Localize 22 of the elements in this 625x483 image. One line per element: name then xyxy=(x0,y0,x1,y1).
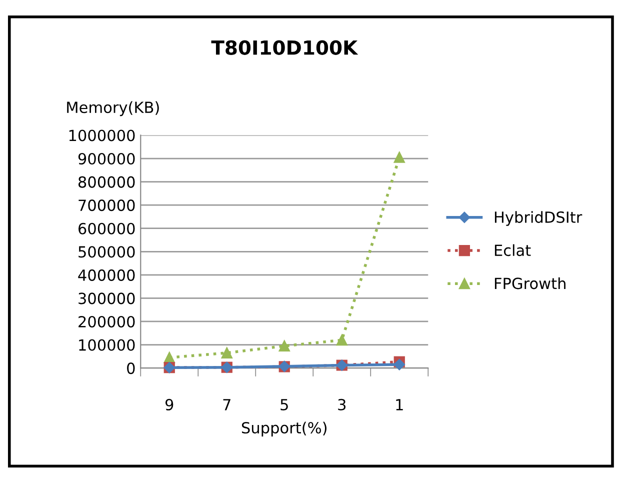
x-tick-label: 5 xyxy=(280,399,288,410)
x-axis-title: Support(%) xyxy=(242,422,326,437)
y-tick-label: 100000 xyxy=(79,339,135,351)
y-tick-label: 900000 xyxy=(78,152,135,165)
y-tick-label: 1000000 xyxy=(69,130,135,142)
y-tick-label: 300000 xyxy=(78,292,135,304)
y-tick-label: 800000 xyxy=(78,176,135,188)
legend-label: Eclat xyxy=(494,244,531,256)
y-axis-title: Memory(KB) xyxy=(67,101,159,116)
x-tick-label: 7 xyxy=(223,399,230,410)
y-tick-label: 700000 xyxy=(78,200,135,212)
x-tick-label: 9 xyxy=(165,398,174,410)
chart-title: T80I10D100K xyxy=(211,40,358,55)
y-tick-label: 0 xyxy=(127,362,135,374)
legend-label: FPGrowth xyxy=(494,277,566,290)
x-tick-label: 1 xyxy=(396,399,403,410)
y-tick-label: 600000 xyxy=(78,222,135,234)
x-tick-label: 3 xyxy=(338,398,346,410)
y-tick-label: 200000 xyxy=(78,316,135,328)
y-tick-label: 400000 xyxy=(78,269,135,281)
y-tick-label: 500000 xyxy=(78,246,135,258)
legend-label: HybridDSItr xyxy=(494,211,582,226)
